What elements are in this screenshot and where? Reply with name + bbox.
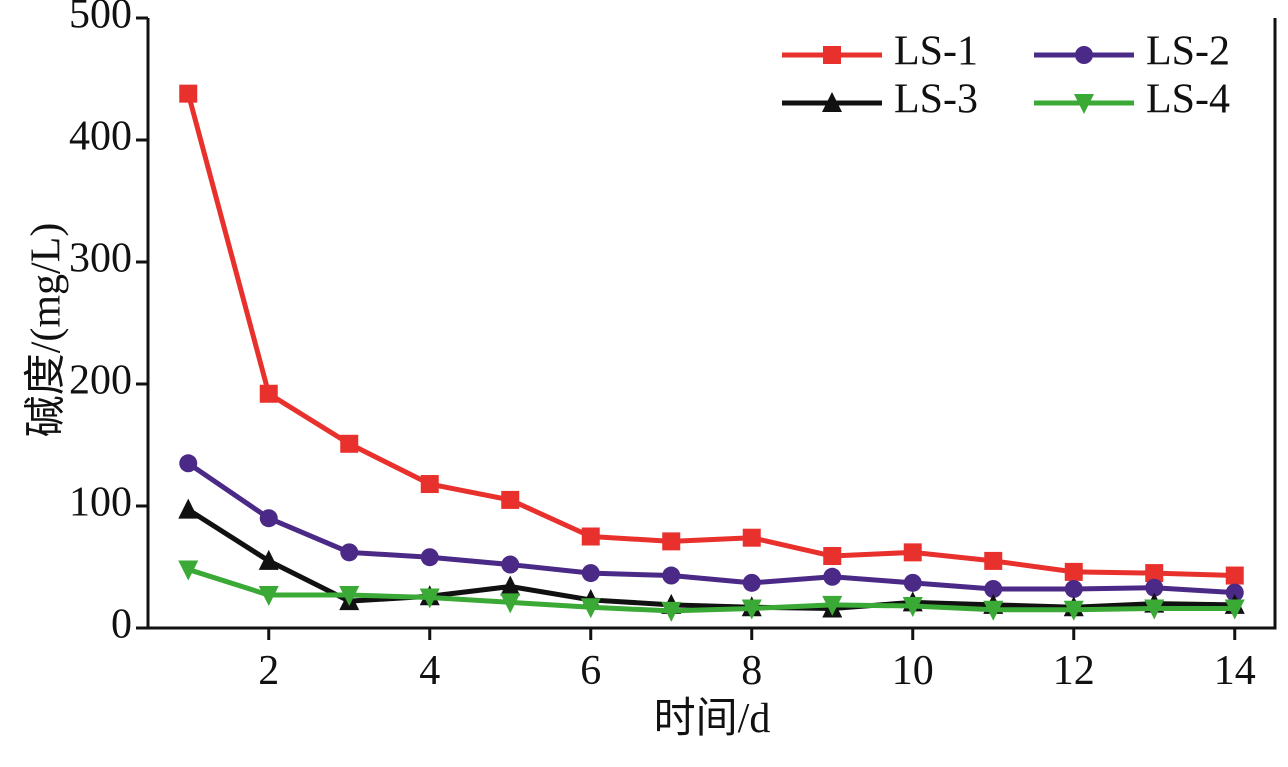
marker: [823, 567, 842, 586]
marker: [420, 548, 439, 567]
marker: [1225, 583, 1244, 602]
x-tick-label: 14: [1214, 648, 1256, 694]
marker: [1145, 578, 1164, 597]
axis-frame: [146, 18, 1277, 630]
marker: [662, 566, 681, 585]
x-tick-label: 2: [258, 648, 279, 694]
marker: [1075, 46, 1093, 64]
y-tick-label: 100: [69, 480, 132, 526]
marker: [984, 551, 1003, 570]
marker: [1064, 562, 1083, 581]
marker: [339, 586, 360, 607]
series-line: [186, 461, 1235, 596]
marker: [179, 84, 198, 103]
marker: [823, 46, 841, 64]
marker: [1144, 599, 1165, 620]
marker: [179, 454, 198, 473]
marker: [580, 598, 601, 619]
x-tick-label: 8: [741, 648, 762, 694]
series-line: [187, 567, 1235, 614]
x-tick-label: 4: [419, 648, 440, 694]
x-tick-label: 12: [1053, 648, 1095, 694]
marker: [259, 509, 278, 528]
marker: [1224, 599, 1245, 620]
marker: [983, 600, 1004, 621]
marker: [340, 543, 359, 562]
marker: [501, 555, 520, 574]
y-tick-label: 200: [69, 358, 132, 404]
legend-label: LS-3: [894, 77, 978, 123]
marker: [984, 579, 1003, 598]
marker: [1063, 600, 1084, 621]
x-tick-label: 10: [892, 648, 934, 694]
marker: [178, 560, 199, 581]
x-tick-label: 6: [580, 648, 601, 694]
marker: [1145, 564, 1164, 583]
marker: [742, 528, 761, 547]
marker: [822, 595, 843, 616]
y-tick-label: 400: [69, 114, 132, 160]
marker: [500, 593, 521, 614]
y-axis-label: 碱度/(mg/L): [24, 223, 70, 438]
marker: [661, 601, 682, 622]
marker: [823, 547, 842, 566]
marker: [822, 92, 842, 112]
marker: [903, 573, 922, 592]
marker: [741, 599, 762, 620]
marker: [742, 573, 761, 592]
marker: [259, 384, 278, 403]
legend-label: LS-2: [1146, 29, 1230, 75]
marker: [340, 434, 359, 453]
marker: [500, 575, 521, 596]
legend-label: LS-1: [894, 29, 978, 75]
marker: [662, 532, 681, 551]
marker: [902, 597, 923, 618]
series-line: [185, 92, 1235, 579]
x-axis-label: 时间/d: [654, 696, 771, 742]
y-tick-label: 500: [69, 0, 132, 38]
marker: [258, 549, 279, 570]
marker: [178, 498, 199, 519]
marker: [1064, 579, 1083, 598]
marker: [581, 527, 600, 546]
marker: [258, 586, 279, 607]
marker: [581, 564, 600, 583]
legend-label: LS-4: [1146, 77, 1230, 123]
marker: [903, 543, 922, 562]
marker: [1225, 566, 1244, 585]
series-line: [186, 507, 1235, 611]
marker: [1074, 94, 1094, 114]
y-tick-label: 300: [69, 236, 132, 282]
marker: [419, 588, 440, 609]
y-tick-label: 0: [111, 602, 132, 648]
marker: [501, 490, 520, 509]
marker: [420, 475, 439, 494]
